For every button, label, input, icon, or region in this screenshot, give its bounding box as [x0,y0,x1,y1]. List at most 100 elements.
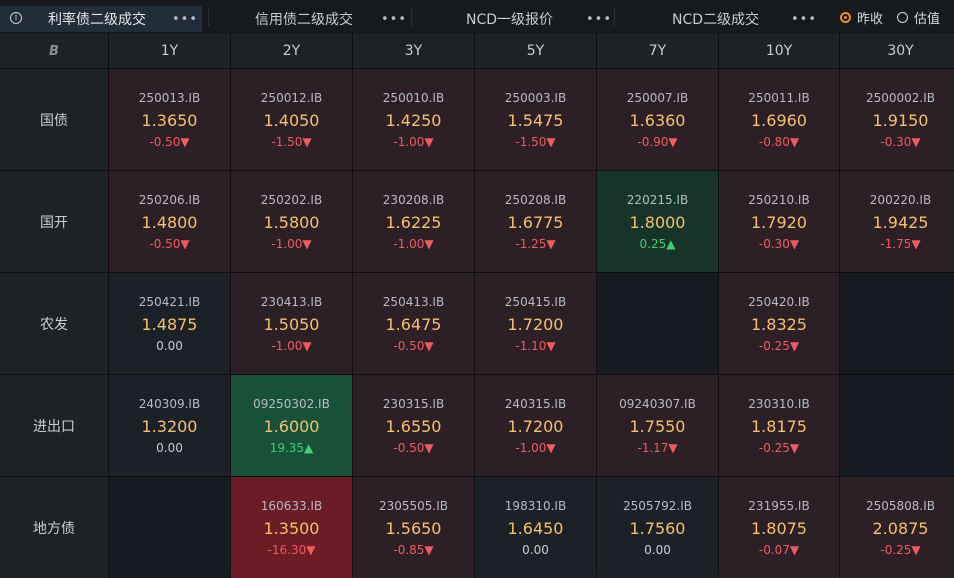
quote-cell[interactable]: 250202.IB 1.5800 -1.00▼ [231,171,352,272]
yield-value: 1.7550 [629,416,686,436]
bond-code: 250413.IB [382,294,445,309]
radio-checked-icon [839,11,851,23]
tab-label: 利率债二级成交 [48,12,146,28]
yield-change: -0.25▼ [880,542,921,557]
quote-cell[interactable]: 2305505.IB 1.5650 -0.85▼ [353,477,474,578]
radio-label: 估值 [913,11,940,27]
yield-value: 1.6475 [385,314,442,334]
quote-cell[interactable]: 2505792.IB 1.7560 0.00 [597,477,718,578]
quote-cell[interactable]: 250208.IB 1.6775 -1.25▼ [475,171,596,272]
quote-cell[interactable]: 230315.IB 1.6550 -0.50▼ [353,375,474,476]
bond-code: 250208.IB [504,192,567,207]
yield-value: 1.5650 [385,518,442,538]
quote-cell[interactable]: 250206.IB 1.4800 -0.50▼ [109,171,230,272]
quote-cell[interactable]: 250013.IB 1.3650 -0.50▼ [109,69,230,170]
bond-code: 250010.IB [382,90,445,105]
more-menu-icon[interactable]: ••• [586,11,613,27]
quote-cell[interactable]: 200220.IB 1.9425 -1.75▼ [840,171,954,272]
bond-code: 250013.IB [138,90,201,105]
radio-valuation[interactable]: 估值 [896,8,940,27]
quote-cell[interactable]: 09240307.IB 1.7550 -1.17▼ [597,375,718,476]
tab-divider [208,8,209,26]
yield-change: -0.25▼ [758,338,800,353]
quote-cell[interactable]: 250415.IB 1.7200 -1.10▼ [475,273,596,374]
quote-cell[interactable]: 250413.IB 1.6475 -0.50▼ [353,273,474,374]
column-header-3y[interactable]: 3Y [353,34,474,68]
yield-change: -1.50▼ [515,134,556,149]
yield-change: -0.90▼ [637,134,678,149]
yield-change: -16.30▼ [267,542,316,557]
bond-code: 240309.IB [138,396,201,411]
bond-code: 240315.IB [504,396,567,411]
yield-value: 1.6960 [751,110,807,130]
quote-cell[interactable]: 230208.IB 1.6225 -1.00▼ [353,171,474,272]
quote-cell[interactable]: 2505808.IB 2.0875 -0.25▼ [840,477,954,578]
column-header-5y[interactable]: 5Y [475,34,596,68]
yield-matrix: B 1Y 2Y 3Y 5Y 7Y 10Y 30Y 国债 250013.IB 1.3650 -0.50▼… [0,34,954,578]
yield-value: 1.8075 [751,518,807,538]
quote-cell[interactable]: 250003.IB 1.5475 -1.50▼ [475,69,596,170]
quote-cell[interactable]: 160633.IB 1.3500 -16.30▼ [231,477,352,578]
yield-value: 1.6550 [385,416,442,436]
quote-cell[interactable]: 2500002.IB 1.9150 -0.30▼ [840,69,954,170]
tab-rate-bond-secondary[interactable]: i 利率债二级成交 ••• [0,6,202,32]
yield-value: 1.8000 [629,212,686,232]
bond-code: 250202.IB [260,192,323,207]
tab-credit-bond-secondary[interactable]: 信用债二级成交 ••• [209,6,409,32]
quote-cell[interactable]: 231955.IB 1.8075 -0.07▼ [719,477,839,578]
quote-cell[interactable]: 250420.IB 1.8325 -0.25▼ [719,273,839,374]
empty-quote-cell [109,477,230,578]
bond-code: 231955.IB [748,498,810,513]
column-header-2y[interactable]: 2Y [231,34,352,68]
yield-change: -1.00▼ [271,338,312,353]
quote-cell[interactable]: 09250302.IB 1.6000 19.35▲ [231,375,352,476]
bond-code: 2505792.IB [622,498,693,513]
radio-prev-close[interactable]: 昨收 [839,8,883,27]
quote-cell[interactable]: 230310.IB 1.8175 -0.25▼ [719,375,839,476]
more-menu-icon[interactable]: ••• [791,11,818,27]
bond-code: 2305505.IB [378,498,449,513]
quote-cell[interactable]: 250012.IB 1.4050 -1.50▼ [231,69,352,170]
bond-code: 250003.IB [504,90,567,105]
quote-cell[interactable]: 250421.IB 1.4875 0.00 [109,273,230,374]
bond-code: 250415.IB [504,294,567,309]
yield-value: 1.6225 [385,212,442,232]
quote-cell[interactable]: 250210.IB 1.7920 -0.30▼ [719,171,839,272]
tab-ncd-secondary[interactable]: NCD二级成交 ••• [615,6,818,32]
quote-cell[interactable]: 240315.IB 1.7200 -1.00▼ [475,375,596,476]
yield-value: 1.8175 [751,416,807,436]
corner-cell: B [0,34,108,68]
column-header-1y[interactable]: 1Y [109,34,230,68]
price-basis-radio-group: 昨收 估值 [839,0,954,34]
tab-ncd-primary[interactable]: NCD一级报价 ••• [412,6,612,32]
quote-cell[interactable]: 230413.IB 1.5050 -1.00▼ [231,273,352,374]
column-header-30y[interactable]: 30Y [840,34,954,68]
more-menu-icon[interactable]: ••• [381,11,408,27]
bond-code: 09250302.IB [253,396,330,411]
column-header-7y[interactable]: 7Y [597,34,718,68]
tab-divider [614,8,615,26]
quote-cell[interactable]: 220215.IB 1.8000 0.25▲ [597,171,718,272]
yield-change: -0.50▼ [393,338,434,353]
quote-cell[interactable]: 240309.IB 1.3200 0.00 [109,375,230,476]
bond-code: 250007.IB [626,90,689,105]
quote-cell[interactable]: 250011.IB 1.6960 -0.80▼ [719,69,839,170]
yield-value: 1.5050 [263,314,320,334]
info-icon[interactable]: i [10,12,22,24]
tab-label: 信用债二级成交 [255,12,353,28]
radio-unchecked-icon [896,11,908,23]
more-menu-icon[interactable]: ••• [172,11,199,27]
row-header: 农发 [0,273,108,374]
yield-value: 1.6775 [507,212,564,232]
column-header-10y[interactable]: 10Y [719,34,839,68]
bond-code: 250210.IB [748,192,810,207]
yield-change: -0.85▼ [393,542,434,557]
quote-cell[interactable]: 198310.IB 1.6450 0.00 [475,477,596,578]
quote-cell[interactable]: 250007.IB 1.6360 -0.90▼ [597,69,718,170]
yield-change: -1.00▼ [393,134,434,149]
yield-change: -1.00▼ [515,440,556,455]
yield-value: 1.3200 [141,416,198,436]
bond-code: 250206.IB [138,192,201,207]
quote-cell[interactable]: 250010.IB 1.4250 -1.00▼ [353,69,474,170]
